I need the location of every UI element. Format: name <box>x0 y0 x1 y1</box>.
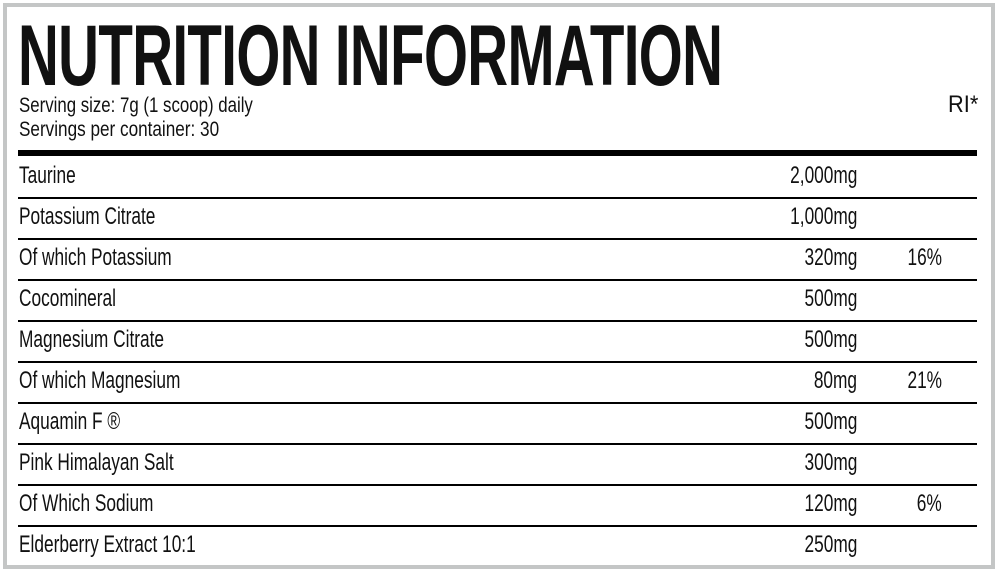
nutrient-amount: 320mg <box>804 244 857 271</box>
label-border <box>3 3 995 569</box>
nutrient-name: Cocomineral <box>19 285 116 312</box>
table-row: Of which Magnesium 80mg 21% <box>18 361 977 404</box>
header-divider <box>18 150 977 156</box>
nutrient-ri: 16% <box>907 244 942 271</box>
table-row: Elderberry Extract 10:1 250mg <box>18 525 977 566</box>
table-row: Potassium Citrate 1,000mg <box>18 197 977 240</box>
nutrient-name: Of Which Sodium <box>19 490 154 517</box>
table-row: Of which Potassium 320mg 16% <box>18 238 977 281</box>
nutrient-amount: 500mg <box>804 326 857 353</box>
table-row: Pink Himalayan Salt 300mg <box>18 443 977 486</box>
nutrient-amount: 2,000mg <box>789 162 857 189</box>
nutrient-amount: 80mg <box>813 367 857 394</box>
nutrient-amount: 120mg <box>804 490 857 517</box>
ri-header: RI* <box>947 91 978 118</box>
nutrient-name: Aquamin F ® <box>19 408 121 435</box>
label-title: NUTRITION INFORMATION <box>18 8 723 104</box>
table-row: Cocomineral 500mg <box>18 279 977 322</box>
table-row: Magnesium Citrate 500mg <box>18 320 977 363</box>
nutrient-name: Of which Magnesium <box>19 367 181 394</box>
nutrient-amount: 300mg <box>804 449 857 476</box>
table-row: Of Which Sodium 120mg 6% <box>18 484 977 527</box>
nutrient-ri: 6% <box>917 490 942 517</box>
nutrient-name: Potassium Citrate <box>19 203 156 230</box>
nutrient-ri: 21% <box>907 367 942 394</box>
nutrient-amount: 500mg <box>804 285 857 312</box>
table-row: Aquamin F ® 500mg <box>18 402 977 445</box>
nutrient-name: Of which Potassium <box>19 244 172 271</box>
nutrient-name: Elderberry Extract 10:1 <box>19 531 196 558</box>
nutrient-amount: 500mg <box>804 408 857 435</box>
nutrient-name: Taurine <box>19 162 76 189</box>
table-row: Taurine 2,000mg <box>18 156 977 199</box>
nutrient-name: Pink Himalayan Salt <box>19 449 174 476</box>
servings-per-container: Servings per container: 30 <box>19 118 220 141</box>
serving-size: Serving size: 7g (1 scoop) daily <box>19 94 253 117</box>
nutrient-name: Magnesium Citrate <box>19 326 165 353</box>
nutrient-amount: 250mg <box>804 531 857 558</box>
nutrient-amount: 1,000mg <box>789 203 857 230</box>
